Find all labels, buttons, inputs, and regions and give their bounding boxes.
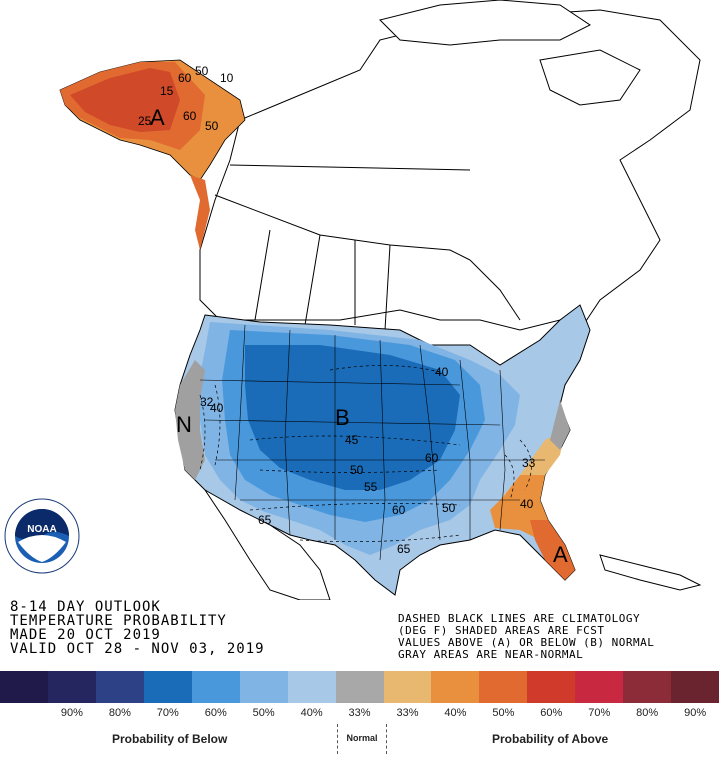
near-normal-west <box>175 360 205 480</box>
legend-label <box>0 707 48 723</box>
normal-west-label: N <box>176 412 192 437</box>
legend-swatch <box>527 671 576 703</box>
alaska-above-60 <box>70 68 180 132</box>
probability-legend-bar <box>0 671 719 703</box>
alaska-above-label: A <box>150 105 165 130</box>
se-contour-50: 50 <box>442 501 456 515</box>
alaska-panhandle <box>190 175 210 250</box>
below-60-zone <box>245 345 460 490</box>
normal-caption: Normal <box>337 724 387 754</box>
outlook-title-block: 8-14 DAY OUTLOOK TEMPERATURE PROBABILITY… <box>10 600 265 656</box>
legend-swatch <box>479 671 528 703</box>
se-above-50 <box>530 520 575 580</box>
legend-swatch <box>575 671 624 703</box>
legend-swatch <box>239 671 288 703</box>
legend-label: 60% <box>540 707 563 719</box>
legend-label: 50% <box>252 707 275 719</box>
ak-contour-60b: 60 <box>183 109 197 123</box>
alaska-region <box>59 59 246 250</box>
se-contour-33: 33 <box>522 456 536 470</box>
tx-contour-65: 65 <box>397 542 411 556</box>
ak-contour-15: 15 <box>160 84 174 98</box>
sw-contour-60: 60 <box>392 503 406 517</box>
province-borders <box>214 164 521 331</box>
se-contour-40: 40 <box>520 497 534 511</box>
note-line-2: (DEG F) SHADED AREAS ARE FCST <box>398 624 605 637</box>
west-contour-32: 32 <box>200 395 214 409</box>
legend-label: 33% <box>348 707 371 719</box>
legend-swatch <box>431 671 480 703</box>
legend-swatch <box>335 671 384 703</box>
ak-contour-50a: 50 <box>195 64 209 78</box>
gl-contour-40: 40 <box>435 365 449 379</box>
map-notes-block: DASHED BLACK LINES ARE CLIMATOLOGY (DEG … <box>398 613 654 661</box>
mexico-outline <box>204 489 702 600</box>
note-line-4: GRAY AREAS ARE NEAR-NORMAL <box>398 648 584 661</box>
noaa-logo: NOAA <box>4 498 80 574</box>
sw-contour-65: 65 <box>258 513 272 527</box>
legend-label: 40% <box>300 707 323 719</box>
legend-label: 90% <box>684 707 707 719</box>
probability-legend-labels: 90% 80% 70% 60% 50% 40% 33% 33% 40% 50% 60% 70% 80% 9… <box>0 707 719 723</box>
legend-swatch <box>383 671 432 703</box>
climatology-lines <box>199 365 532 543</box>
se-gray-strip <box>550 400 570 450</box>
below-caption: Probability of Below <box>112 732 228 746</box>
plains-contour-45: 45 <box>345 433 359 447</box>
legend-label: 33% <box>396 707 419 719</box>
note-line-3: VALUES ABOVE (A) OR BELOW (B) NORMAL <box>398 636 655 649</box>
noaa-logo-text: NOAA <box>27 524 56 535</box>
florida-above-label: A <box>553 542 568 567</box>
legend-swatch <box>143 671 192 703</box>
legend-swatch <box>0 671 48 703</box>
legend-swatch <box>191 671 240 703</box>
legend-swatch <box>623 671 672 703</box>
legend-label: 40% <box>444 707 467 719</box>
legend-label: 70% <box>156 707 179 719</box>
legend-label: 70% <box>588 707 611 719</box>
plains-contour-55: 55 <box>364 480 378 494</box>
legend-swatch <box>95 671 144 703</box>
state-borders <box>199 324 545 561</box>
title-line-1: 8-14 DAY OUTLOOK <box>10 599 161 615</box>
west-contour-40: 40 <box>210 401 224 415</box>
legend-label: 60% <box>204 707 227 719</box>
below-center-label: B <box>335 405 350 430</box>
plains-contour-50: 50 <box>350 463 364 477</box>
title-made-date: MADE 20 OCT 2019 <box>10 627 161 643</box>
ak-contour-50b: 50 <box>205 119 219 133</box>
legend-swatch <box>671 671 719 703</box>
north-america-map: A B N A 50 60 10 15 60 50 25 32 40 45 50… <box>59 0 702 600</box>
legend-swatch <box>47 671 96 703</box>
legend-label: 80% <box>636 707 659 719</box>
plains-contour-60: 60 <box>425 451 439 465</box>
above-caption: Probability of Above <box>492 732 609 746</box>
title-line-2: TEMPERATURE PROBABILITY <box>10 613 227 629</box>
ak-contour-25: 25 <box>138 114 152 128</box>
legend-label: 50% <box>492 707 515 719</box>
ak-contour-60a: 60 <box>178 71 192 85</box>
legend-label: 80% <box>108 707 131 719</box>
note-line-1: DASHED BLACK LINES ARE CLIMATOLOGY <box>398 612 641 625</box>
title-valid-range: VALID OCT 28 - NOV 03, 2019 <box>10 641 265 657</box>
ak-contour-10: 10 <box>220 71 234 85</box>
legend-label: 90% <box>60 707 83 719</box>
canada-landmass <box>199 0 701 331</box>
legend-swatch <box>287 671 336 703</box>
